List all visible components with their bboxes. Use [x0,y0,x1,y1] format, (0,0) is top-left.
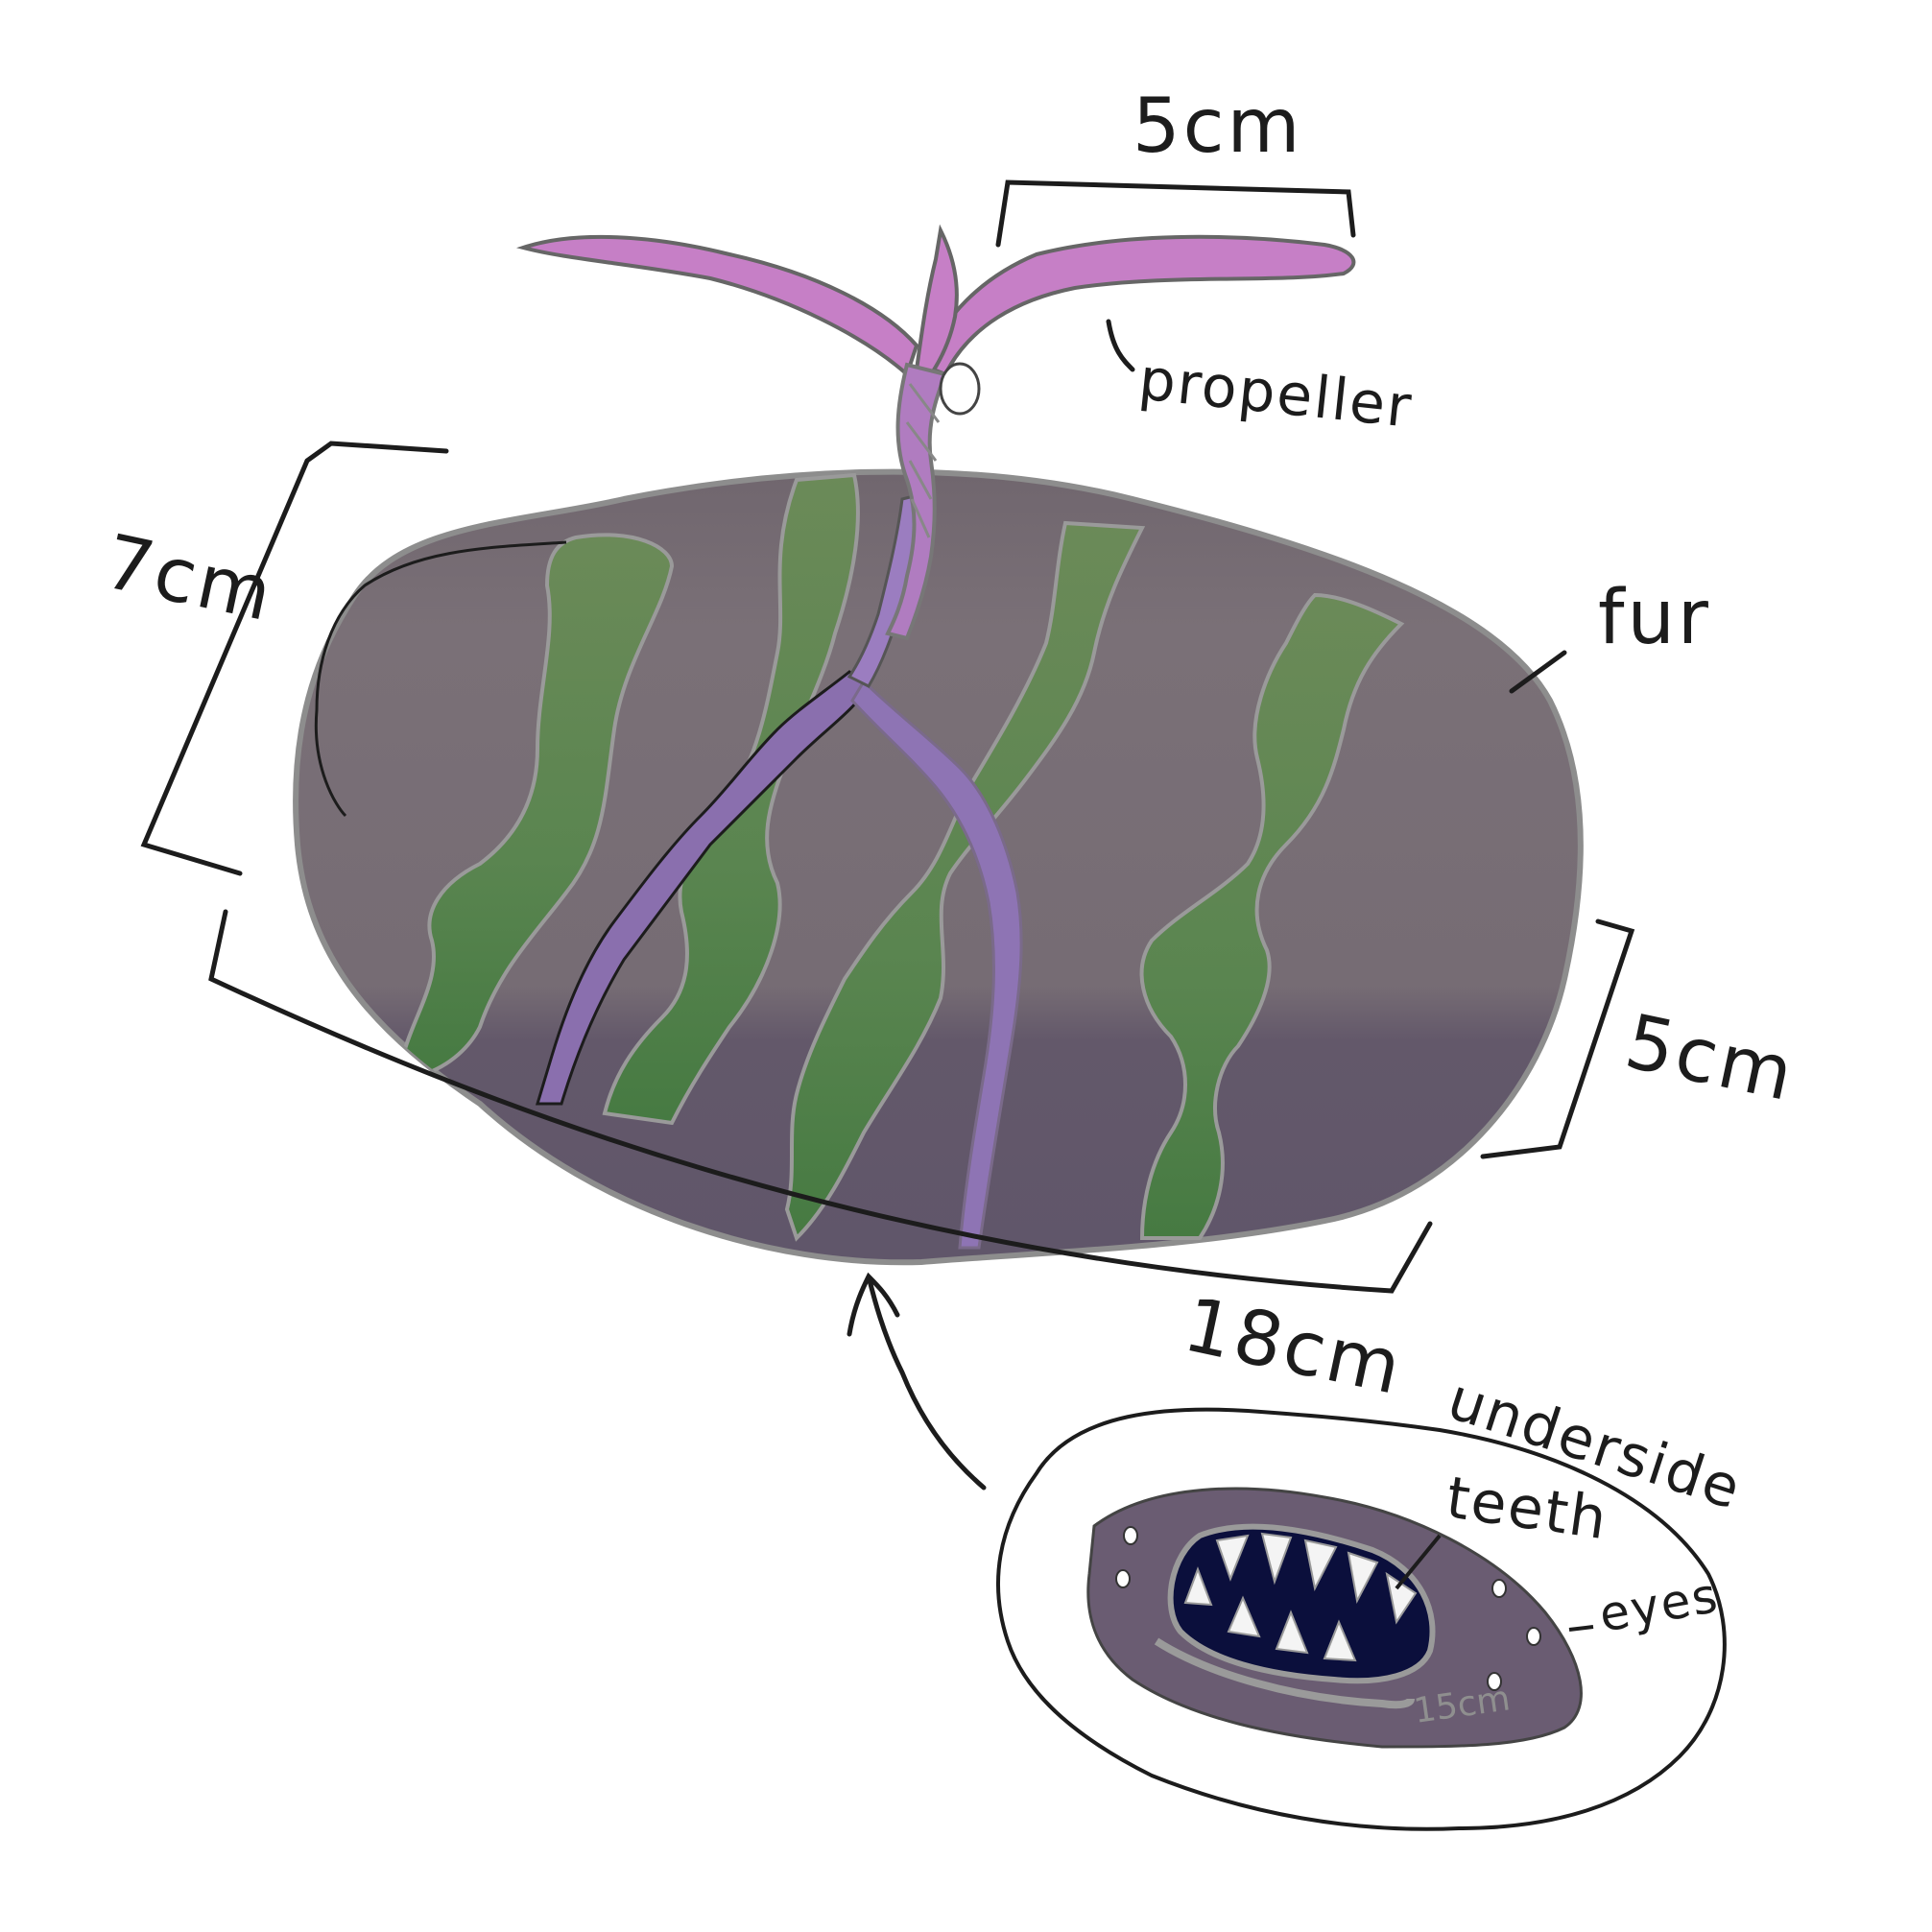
propeller-center-blade [914,224,959,377]
body-outline-left [314,540,567,818]
tooth [1275,1610,1309,1655]
length-bracket [208,909,1433,1294]
eye [1526,1627,1541,1646]
depth-bracket [1480,918,1635,1159]
length-label: 18cm [1177,1282,1411,1413]
eye [1491,1579,1507,1598]
green-stripe-4 [1139,592,1405,1240]
propeller-width-bracket [995,179,1356,248]
eye [1487,1672,1502,1691]
tooth [1303,1538,1338,1592]
eye [1115,1569,1131,1588]
tooth [1215,1534,1250,1582]
underside-arrow [847,1272,987,1491]
propeller-label: propeller [1135,346,1416,441]
height-bracket [140,441,449,876]
tooth [1183,1566,1213,1607]
vein-left [535,670,871,1106]
tooth [1260,1532,1293,1586]
eyes-pointer [1568,1625,1594,1632]
propeller-blade-right [918,234,1356,377]
height-label: 7cm [97,519,281,639]
propeller-stem [885,362,948,641]
tooth [1347,1551,1379,1605]
fur-label: fur [1598,575,1711,661]
eye [1123,1526,1138,1545]
propeller-blade-left [515,234,919,378]
vein-right [850,679,1023,1250]
propeller [515,224,1356,641]
propeller-width-label: 5cm [1133,83,1303,170]
purple-veins [535,492,1023,1250]
tooth [1323,1619,1357,1662]
underside-inset [996,1407,1727,1831]
dimension-marks [140,179,1635,1491]
creature-body [293,468,1584,1266]
propeller-twist-lines [905,383,941,538]
eyes [1115,1526,1541,1691]
depth-label: 5cm [1618,999,1802,1119]
propeller-tick [1106,319,1135,372]
fur-pointer [1509,650,1567,694]
mouth-lip [1154,1637,1415,1709]
tooth [1227,1595,1261,1638]
propeller-hub [939,362,981,416]
teeth-pointer [1395,1534,1442,1590]
teeth [1183,1532,1418,1662]
